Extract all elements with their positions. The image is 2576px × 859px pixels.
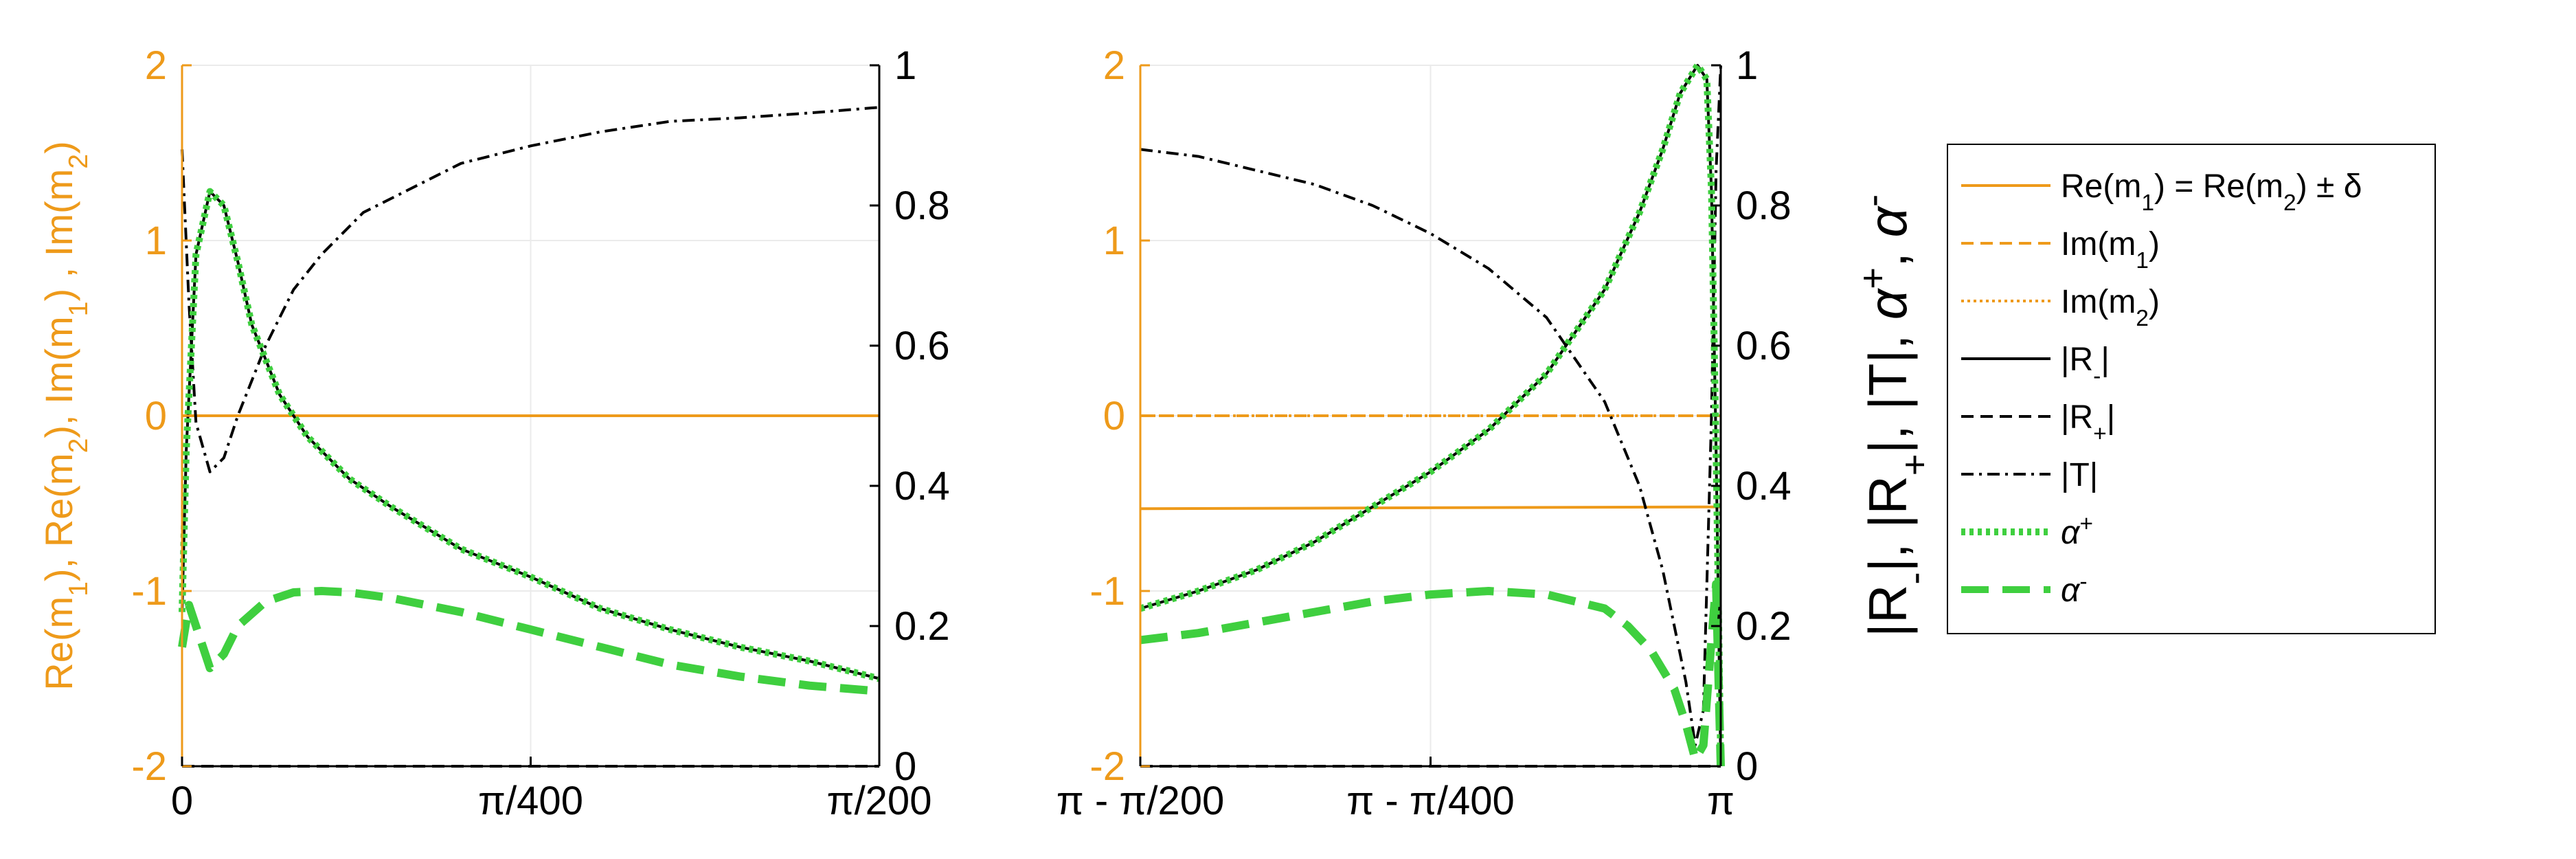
series-line-black-dashdot <box>181 106 880 473</box>
y-tick-label-left: 1 <box>1103 219 1125 263</box>
legend-box <box>1947 144 2436 634</box>
y-tick-label-right: 0.4 <box>1736 464 1792 509</box>
y-axis-label-right: |R-|, |R+|, |T|, α+, α- <box>1852 194 1936 637</box>
y-tick-label-left: -1 <box>131 569 167 614</box>
y-tick-label-right: 0.2 <box>1736 604 1792 649</box>
y-tick-label-right: 0 <box>1736 744 1758 789</box>
x-tick-label: π/200 <box>827 779 932 823</box>
series-line-green-dashed <box>178 587 880 695</box>
panel-2: 2 1 0 -1 -2 1 0.8 0.6 0.4 0.2 0 π - π/200 π - π/400 π… <box>1057 43 1936 823</box>
legend-label: Im(m2) <box>2061 284 2160 331</box>
y-tick-label-right: 0.4 <box>894 464 950 509</box>
legend-label: α+ <box>2061 511 2093 552</box>
legend-label: |R+| <box>2061 399 2115 447</box>
panel-1: 2 1 0 -1 -2 1 0.8 0.6 0.4 0.2 0 0 π/400 π/200 Re(m1), … <box>37 43 950 823</box>
x-tick-label: 0 <box>171 779 193 823</box>
y-tick-label-left: 2 <box>1103 43 1125 88</box>
series-line-black-dashdot <box>1140 65 1722 747</box>
y-tick-label-right: 1 <box>1736 43 1758 88</box>
series-line-green-dotted <box>179 188 881 682</box>
legend-label: Im(m1) <box>2061 226 2160 274</box>
y-tick-label-left: -1 <box>1089 569 1125 614</box>
x-tick-label: π/400 <box>478 779 583 823</box>
legend-label: α- <box>2061 569 2088 610</box>
y-tick-label-right: 0.8 <box>1736 183 1792 228</box>
legend-label: |T| <box>2061 457 2098 493</box>
x-tick-label: π <box>1707 779 1735 823</box>
y-tick-label-left: 2 <box>145 43 167 88</box>
y-tick-label-right: 0 <box>894 744 916 789</box>
y-tick-label-right: 0.2 <box>894 604 950 649</box>
y-tick-label-right: 0.6 <box>1736 324 1792 368</box>
y-tick-label-left: 0 <box>1103 394 1125 438</box>
series-line-orange-solid <box>1140 505 1721 511</box>
y-tick-label-right: 0.8 <box>894 183 950 228</box>
series-line-green-dotted <box>1139 62 1724 767</box>
series-line-green-dashed <box>1140 579 1725 767</box>
y-axis-label-left: Re(m1), Re(m2), Im(m1) , Im(m2) <box>37 141 93 691</box>
legend: Re(m1) = Re(m2) ± δ Im(m1) Im(m2) |R-| |R+| |… <box>1947 144 2436 634</box>
y-tick-label-left: 0 <box>145 394 167 438</box>
x-tick-label: π - π/400 <box>1346 779 1514 823</box>
y-tick-label-right: 0.6 <box>894 324 950 368</box>
legend-label: |R-| <box>2061 342 2110 389</box>
y-tick-label-left: -2 <box>1089 744 1125 789</box>
y-tick-label-right: 1 <box>894 43 916 88</box>
legend-label: Re(m1) = Re(m2) ± δ <box>2061 168 2362 216</box>
x-tick-label: π - π/200 <box>1057 779 1224 823</box>
y-tick-label-left: 1 <box>145 219 167 263</box>
y-tick-label-left: -2 <box>131 744 167 789</box>
